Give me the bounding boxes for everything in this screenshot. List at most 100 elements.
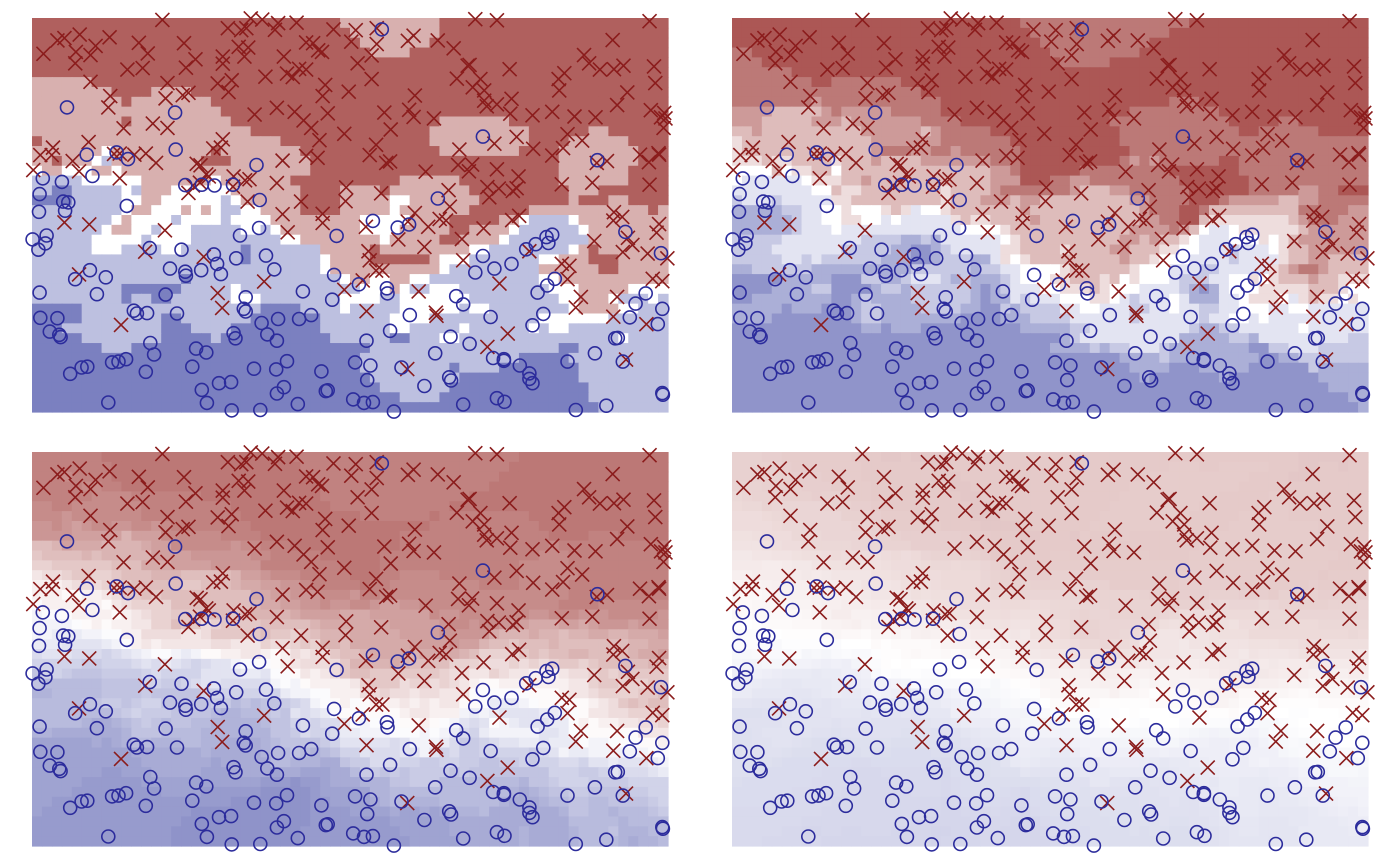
field-cell	[151, 254, 162, 265]
field-cell	[1139, 303, 1150, 315]
field-cell	[489, 215, 500, 226]
field-cell	[1328, 27, 1339, 39]
field-cell	[1358, 126, 1369, 137]
field-cell	[320, 47, 331, 58]
field-cell	[538, 77, 550, 88]
field-cell	[1238, 303, 1250, 315]
field-cell	[831, 165, 842, 177]
field-cell	[1238, 116, 1250, 127]
field-cell	[1308, 224, 1319, 236]
field-cell	[1050, 205, 1061, 216]
field-cell	[1318, 146, 1329, 157]
field-cell	[330, 165, 341, 177]
point-x	[426, 110, 442, 127]
field-cell	[171, 352, 182, 364]
field-cell	[111, 333, 123, 344]
field-cell	[791, 37, 803, 49]
field-cell	[1030, 185, 1041, 196]
field-cell	[111, 372, 123, 384]
field-cell	[1199, 106, 1210, 118]
field-cell	[499, 136, 510, 147]
field-cell	[1099, 254, 1111, 265]
field-cell	[608, 175, 619, 187]
field-cell	[240, 57, 252, 68]
field-cell	[618, 283, 629, 295]
field-cell	[1059, 96, 1071, 108]
field-cell	[841, 254, 852, 265]
field-cell	[409, 136, 421, 147]
field-cell	[171, 47, 182, 58]
field-cell	[181, 402, 192, 413]
field-cell	[881, 27, 892, 39]
field-cell	[369, 86, 381, 98]
field-cell	[608, 136, 619, 147]
field-cell	[628, 47, 639, 58]
field-cell	[588, 244, 600, 255]
field-cell	[101, 274, 113, 285]
field-cell	[761, 126, 773, 137]
field-cell	[518, 234, 530, 246]
field-cell	[200, 362, 212, 374]
field-cell	[250, 106, 262, 118]
field-cell	[51, 106, 63, 118]
field-cell	[260, 116, 272, 127]
field-cell	[618, 293, 629, 305]
field-cell	[548, 27, 560, 39]
field-cell	[1109, 136, 1121, 147]
point-o	[199, 345, 214, 360]
field-cell	[628, 323, 639, 334]
field-cell	[181, 116, 192, 127]
field-cell	[419, 195, 431, 206]
field-cell	[240, 352, 252, 364]
field-cell	[518, 402, 530, 413]
field-cell	[479, 362, 490, 374]
field-cell	[1119, 47, 1131, 58]
field-cell	[32, 215, 43, 226]
field-cell	[210, 343, 222, 354]
field-cell	[648, 165, 659, 177]
field-cell	[131, 392, 142, 403]
field-cell	[359, 274, 371, 285]
field-cell	[290, 244, 301, 255]
field-cell	[910, 254, 922, 265]
field-cell	[771, 77, 783, 88]
field-cell	[528, 27, 540, 39]
field-cell	[71, 77, 83, 88]
field-cell	[121, 352, 132, 364]
field-cell	[578, 215, 590, 226]
field-cell	[990, 264, 1001, 275]
field-cell	[81, 313, 93, 324]
field-cell	[518, 57, 530, 68]
field-cell	[1348, 27, 1359, 39]
series-o-markers	[25, 22, 671, 419]
field-cell	[548, 106, 560, 118]
field-cell	[200, 234, 212, 246]
field-cell	[151, 362, 162, 374]
field-cell	[648, 293, 659, 305]
field-cell	[1248, 37, 1260, 49]
field-cell	[1348, 185, 1359, 196]
field-cell	[1328, 254, 1339, 265]
field-cell	[1268, 244, 1280, 255]
field-cell	[111, 86, 123, 98]
field-cell	[1218, 313, 1230, 324]
field-cell	[1020, 283, 1031, 295]
field-cell	[439, 264, 450, 275]
point-x	[559, 126, 576, 142]
point-x	[376, 104, 392, 121]
field-cell	[1268, 146, 1280, 157]
field-cell	[1328, 37, 1339, 49]
field-cell	[310, 274, 321, 285]
field-cell	[81, 37, 93, 49]
field-cell	[32, 96, 43, 108]
field-cell	[280, 86, 291, 98]
field-cell	[821, 234, 832, 246]
field-cell	[920, 234, 932, 246]
field-cell	[1089, 283, 1101, 295]
field-cell	[1179, 27, 1190, 39]
point-x	[131, 35, 147, 51]
field-cell	[960, 116, 972, 127]
field-cell	[891, 215, 902, 226]
field-cell	[1059, 215, 1071, 226]
field-cell	[270, 165, 282, 177]
